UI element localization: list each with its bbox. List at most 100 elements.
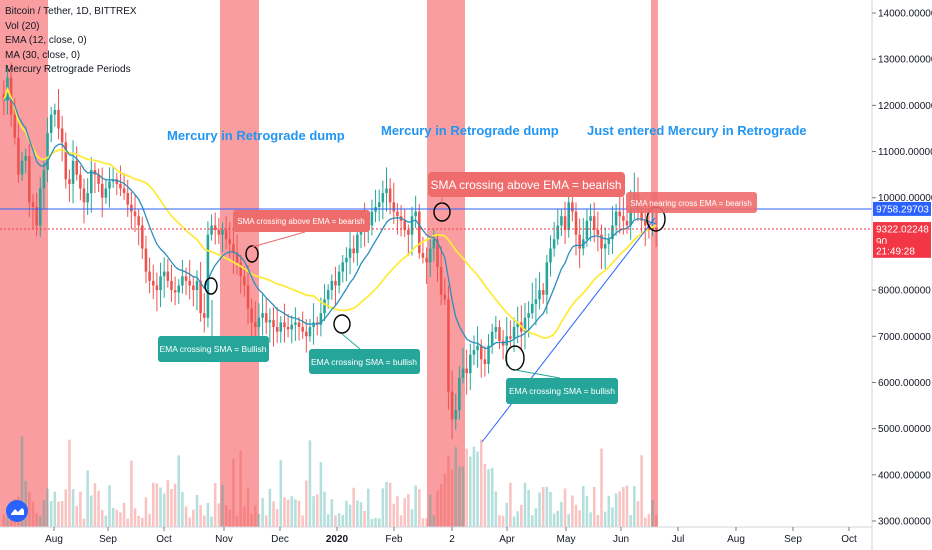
candle-body bbox=[567, 202, 570, 231]
candle-body bbox=[141, 225, 144, 249]
callout-pointer bbox=[514, 369, 561, 379]
legend-volume[interactable]: Vol (20) bbox=[5, 20, 40, 32]
candle-body bbox=[173, 290, 177, 293]
candle-body bbox=[119, 183, 122, 189]
volume-bar bbox=[603, 511, 607, 527]
candle-body bbox=[487, 345, 490, 364]
volume-bar bbox=[79, 491, 82, 527]
volume-bar bbox=[162, 493, 166, 527]
volume-bar bbox=[195, 495, 199, 527]
callout-text: EMA crossing SMA = bullish bbox=[311, 357, 417, 367]
candle-body bbox=[250, 308, 253, 323]
legend-symbol[interactable]: Bitcoin / Tether, 1D, BITTREX bbox=[5, 6, 137, 17]
candle-body bbox=[232, 243, 235, 254]
volume-bar bbox=[177, 455, 181, 527]
volume-bar bbox=[224, 505, 228, 527]
price-axis[interactable]: 14000.00000 13000.00000 12000.00000 11000.0… bbox=[872, 9, 932, 528]
volume-bar bbox=[130, 460, 133, 527]
candle-body bbox=[337, 271, 341, 286]
candle-body bbox=[68, 179, 71, 184]
callout-bearish-3: SMA nearing cross EMA = bearish bbox=[626, 192, 757, 213]
volume-bar bbox=[235, 515, 239, 527]
price-tag-label: 90 bbox=[876, 237, 888, 248]
callout-box bbox=[233, 210, 370, 232]
candle-body bbox=[523, 317, 527, 332]
volume-bar bbox=[538, 492, 541, 527]
candle-body bbox=[275, 327, 279, 332]
candle-body bbox=[505, 336, 509, 346]
volume-bar bbox=[68, 439, 71, 527]
candle-body bbox=[432, 239, 436, 249]
price-tag-label: 9322.02248 bbox=[876, 225, 929, 236]
volume-bar bbox=[498, 515, 501, 527]
volume-bar bbox=[326, 514, 330, 527]
candle-body bbox=[75, 160, 78, 175]
candle-body bbox=[640, 211, 643, 221]
cloud-icon bbox=[11, 508, 24, 515]
time-tick-label: Aug bbox=[45, 534, 63, 545]
tradingview-logo[interactable] bbox=[6, 500, 28, 522]
candle-body bbox=[647, 225, 651, 231]
volume-bar bbox=[119, 512, 122, 527]
candle-body bbox=[122, 188, 126, 194]
volume-bar bbox=[334, 515, 337, 527]
volume-bar bbox=[640, 455, 643, 527]
volume-bar bbox=[370, 518, 374, 527]
volume-bar bbox=[418, 489, 421, 527]
candle-body bbox=[148, 271, 151, 281]
candle-body bbox=[199, 280, 202, 314]
candle-body bbox=[71, 160, 75, 184]
price-tick-label: 8000.00000 bbox=[878, 286, 931, 297]
time-tick-label: Jun bbox=[613, 534, 629, 545]
candle-body bbox=[181, 276, 184, 286]
volume-bar bbox=[294, 499, 297, 527]
candle-body bbox=[330, 280, 334, 291]
cross-marker bbox=[245, 245, 259, 263]
legend-ma[interactable]: MA (30, close, 0) bbox=[5, 49, 81, 61]
price-tag-box bbox=[873, 222, 931, 237]
volume-bar bbox=[250, 513, 253, 527]
candle-body bbox=[159, 276, 162, 291]
volume-bar bbox=[509, 482, 512, 527]
callout-box bbox=[626, 192, 757, 213]
candle-body bbox=[53, 109, 57, 115]
volume-bar bbox=[472, 446, 476, 527]
callout-bearish-1: SMA crossing above EMA = bearish bbox=[233, 210, 370, 248]
legend-ema[interactable]: EMA (12, close, 0) bbox=[5, 35, 87, 46]
candle-body bbox=[654, 227, 658, 230]
volume-bar bbox=[505, 502, 509, 527]
volume-bar bbox=[305, 480, 308, 527]
candle-body bbox=[614, 211, 618, 226]
volume-bar bbox=[636, 501, 640, 527]
volume-bar bbox=[228, 509, 232, 527]
candle-body bbox=[104, 188, 108, 198]
price-tag-label: 21:49:28 bbox=[876, 246, 915, 257]
volume-bar bbox=[133, 508, 137, 527]
volume-bar bbox=[388, 482, 392, 527]
legend-retrograde[interactable]: Mercury Retrograde Periods bbox=[5, 64, 131, 75]
annotation-dump-1: Mercury in Retrograde dump bbox=[167, 128, 345, 143]
candle-body bbox=[414, 211, 417, 217]
volume-bar bbox=[348, 504, 352, 527]
candle-body bbox=[155, 285, 159, 291]
volume-bar bbox=[589, 512, 592, 527]
candle-body bbox=[454, 410, 458, 420]
candle-body bbox=[294, 322, 297, 325]
candle-body bbox=[556, 225, 560, 240]
time-tick-label: 2 bbox=[449, 534, 455, 545]
candle-body bbox=[264, 313, 268, 323]
volume-bar bbox=[115, 509, 119, 527]
candle-body bbox=[509, 336, 512, 339]
time-axis[interactable]: Aug Sep Oct Nov Dec 2020 Feb 2 Apr May Jun Jul Aug Se… bbox=[45, 527, 857, 545]
candle-body bbox=[370, 211, 374, 226]
candle-body bbox=[272, 320, 275, 328]
volume-bar bbox=[345, 500, 348, 527]
volume-bar bbox=[483, 463, 487, 527]
time-tick-label: Aug bbox=[727, 534, 745, 545]
volume-bar bbox=[549, 491, 552, 527]
candle-body bbox=[498, 327, 501, 341]
volume-bar bbox=[421, 518, 425, 527]
candle-body bbox=[46, 133, 49, 171]
